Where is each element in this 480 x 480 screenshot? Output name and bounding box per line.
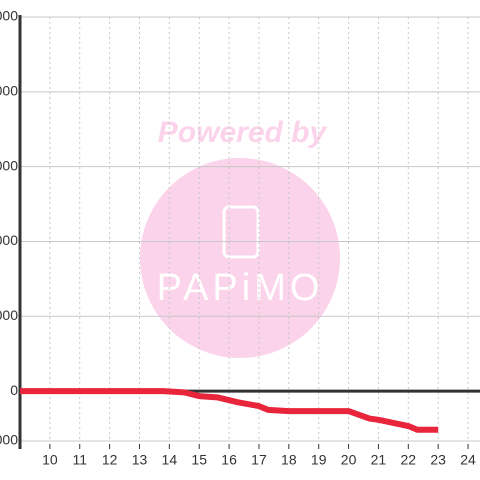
x-tick-label: 15 xyxy=(191,452,207,468)
x-tick-label: 14 xyxy=(162,452,178,468)
y-tick-label: 0 xyxy=(10,382,18,398)
y-tick-label: 60,000 xyxy=(0,232,18,248)
line-series xyxy=(20,388,439,433)
y-tick-label: -20,000 xyxy=(0,432,18,448)
x-tick-label: 13 xyxy=(132,452,148,468)
x-tick-label: 21 xyxy=(371,452,387,468)
y-tick-label: 30,000 xyxy=(0,307,18,323)
y-tick-label: 150,000 xyxy=(0,8,18,24)
watermark-icon xyxy=(222,205,260,259)
x-tick-label: 23 xyxy=(430,452,446,468)
x-tick-label: 22 xyxy=(401,452,417,468)
x-tick-label: 18 xyxy=(281,452,297,468)
x-tick-label: 10 xyxy=(42,452,58,468)
x-tick-label: 20 xyxy=(341,452,357,468)
x-tick-label: 11 xyxy=(72,452,87,468)
y-tick-label: 90,000 xyxy=(0,157,18,173)
x-tick-label: 17 xyxy=(251,452,267,468)
x-tick-label: 19 xyxy=(311,452,327,468)
watermark-text: PAPiMO xyxy=(157,267,324,309)
y-tick-label: 120,000 xyxy=(0,83,18,99)
x-tick-label: 16 xyxy=(221,452,237,468)
x-tick-label: 24 xyxy=(460,452,476,468)
watermark-text: Powered by xyxy=(158,116,328,149)
x-tick-label: 12 xyxy=(102,452,118,468)
